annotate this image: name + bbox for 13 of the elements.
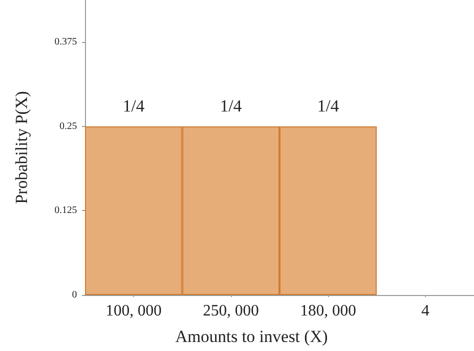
data-label: 1/4 xyxy=(220,96,242,116)
data-label: 1/4 xyxy=(122,96,145,116)
y-tick-label: 0.125 xyxy=(54,205,77,216)
x-tick-label: 250, 000 xyxy=(202,302,259,320)
x-axis-title: Amounts to invest (X) xyxy=(175,327,328,346)
y-tick-label: 0 xyxy=(72,290,77,300)
x-tick-label: 100, 000 xyxy=(106,302,162,320)
x-tick-label: 4 xyxy=(421,302,430,320)
y-tick-label: 0.25 xyxy=(60,120,77,132)
y-tick-label: 0.375 xyxy=(54,36,77,48)
x-tick-label: 180, 000 xyxy=(300,302,356,320)
y-axis-title: Probability P(X) xyxy=(12,91,31,204)
data-label: 1/4 xyxy=(317,96,340,116)
